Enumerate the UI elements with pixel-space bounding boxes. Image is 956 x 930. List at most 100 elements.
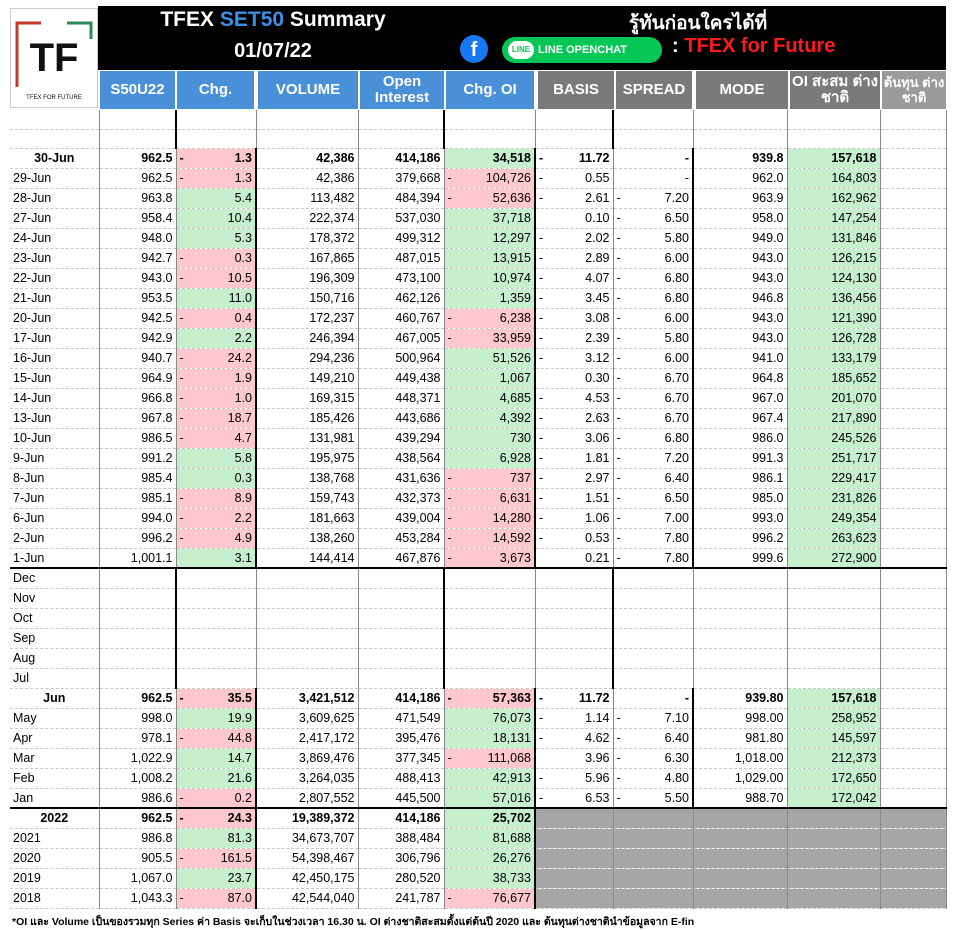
volume-cell: 2,417,172	[255, 728, 359, 749]
table-row: Sep	[10, 628, 947, 649]
volume-cell: 2,807,552	[255, 788, 359, 809]
empty-cell	[612, 608, 694, 629]
page-title: TFEX SET50 Summary	[160, 8, 386, 31]
table-row: 2022 962.5-24.3 19,389,372 414,186 25,702	[10, 807, 947, 829]
chg-oi-cell: -6,238	[444, 308, 536, 329]
table-row: 2019 1,067.0 23.7 42,450,175 280,520 38,733	[10, 868, 947, 889]
basis-cell: -1.14	[534, 708, 614, 729]
row-date: 2019	[10, 868, 100, 889]
volume-cell: 113,482	[255, 188, 359, 209]
basis-cell: -1.51	[534, 488, 614, 509]
row-date: Feb	[10, 768, 100, 789]
foreign-oi-cell: 251,717	[787, 448, 881, 469]
line-openchat-button[interactable]: LINE LINE OPENCHAT	[502, 37, 662, 63]
empty-cell	[693, 628, 788, 649]
volume-cell: 178,372	[255, 228, 359, 249]
mode-cell: 941.0	[692, 348, 788, 369]
change-cell: -161.5	[176, 848, 257, 869]
basis-cell: -3.08	[534, 308, 614, 329]
change-cell: -8.9	[176, 488, 257, 509]
chg-oi-cell: -6,631	[444, 488, 536, 509]
foreign-oi-cell: 126,728	[787, 328, 881, 349]
price-cell: 962.5	[99, 168, 177, 189]
empty-cell	[535, 110, 614, 130]
mode-cell: 949.0	[692, 228, 788, 249]
logo-text: TF	[30, 36, 79, 80]
empty-cell	[256, 648, 359, 669]
spread-cell: -6.30	[613, 748, 694, 769]
table-row: Oct	[10, 608, 947, 629]
row-date: 17-Jun	[10, 328, 100, 349]
empty-cell	[358, 668, 445, 689]
foreign-cost-cell	[880, 248, 947, 269]
row-date: 13-Jun	[10, 408, 100, 429]
empty-cell	[613, 888, 694, 909]
chg-oi-cell: -14,280	[444, 508, 536, 529]
empty-cell	[535, 628, 614, 649]
mode-cell: 986.1	[692, 468, 788, 489]
change-cell: -24.2	[176, 348, 257, 369]
empty-cell	[534, 848, 614, 869]
price-cell: 1,008.2	[99, 768, 177, 789]
chg-oi-cell: 18,131	[444, 728, 536, 749]
volume-cell: 195,975	[255, 448, 359, 469]
chg-oi-cell: 13,915	[444, 248, 536, 269]
chg-oi-cell: 34,518	[444, 148, 536, 169]
channel-name: : TFEX for Future	[672, 35, 836, 57]
oi-cell: 471,549	[358, 708, 445, 729]
empty-cell	[256, 567, 359, 589]
price-cell: 986.8	[99, 828, 177, 849]
empty-cell	[787, 888, 881, 909]
empty-cell	[256, 110, 359, 130]
mode-cell: 967.0	[692, 388, 788, 409]
table-row: May 998.0 19.9 3,609,625 471,549 76,073-1.14-…	[10, 708, 947, 729]
table-row	[10, 129, 947, 149]
row-date: 27-Jun	[10, 208, 100, 229]
col-header-chg-oi: Chg. OI	[446, 71, 534, 109]
empty-cell	[535, 567, 614, 589]
volume-cell: 3,421,512	[255, 688, 359, 709]
empty-cell	[880, 588, 947, 609]
empty-cell	[612, 628, 694, 649]
volume-cell: 246,394	[255, 328, 359, 349]
price-cell: 953.5	[99, 288, 177, 309]
col-header-foreign-oi: OI สะสม ต่างชาติ	[790, 71, 880, 109]
row-date: 22-Jun	[10, 268, 100, 289]
basis-cell: -0.53	[534, 528, 614, 549]
chg-oi-cell: -104,726	[444, 168, 536, 189]
table-row: 21-Jun 953.5 11.0 150,716 462,126 1,359-3.45-…	[10, 288, 947, 309]
empty-cell	[880, 868, 947, 889]
oi-cell: 439,004	[358, 508, 445, 529]
change-cell: -0.2	[176, 788, 257, 809]
table-row: 10-Jun 986.5-4.7 131,981 439,294 730-3.06-6.…	[10, 428, 947, 449]
row-label: Aug	[10, 648, 100, 669]
basis-cell: 0.10	[534, 208, 614, 229]
oi-cell: 377,345	[358, 748, 445, 769]
empty-cell	[256, 628, 359, 649]
volume-cell: 196,309	[255, 268, 359, 289]
table-row: 30-Jun 962.5-1.3 42,386 414,186 34,518-11.72…	[10, 148, 947, 169]
empty-cell	[787, 588, 881, 609]
table-row: 17-Jun 942.9 2.2 246,394 467,005-33,959-2.39…	[10, 328, 947, 349]
empty-cell	[358, 608, 445, 629]
table-row: 15-Jun 964.9-1.9 149,210 449,438 1,067 0.30-6…	[10, 368, 947, 389]
volume-cell: 54,398,467	[255, 848, 359, 869]
change-cell: -1.9	[176, 368, 257, 389]
facebook-icon[interactable]: f	[460, 35, 488, 63]
row-date: 16-Jun	[10, 348, 100, 369]
empty-cell	[535, 588, 614, 609]
empty-cell	[175, 608, 257, 629]
foreign-cost-cell	[880, 708, 947, 729]
change-cell: -10.5	[176, 268, 257, 289]
chg-oi-cell: -737	[444, 468, 536, 489]
tfex-logo: TF TFEX FOR FUTURE	[10, 8, 98, 108]
table-row: Nov	[10, 588, 947, 609]
col-header-volume: VOLUME	[258, 71, 358, 109]
row-date: 28-Jun	[10, 188, 100, 209]
foreign-cost-cell	[880, 228, 947, 249]
foreign-oi-cell: 157,618	[787, 688, 881, 709]
table-row: Apr 978.1-44.8 2,417,172 395,476 18,131-4.62…	[10, 728, 947, 749]
empty-cell	[99, 129, 177, 149]
volume-cell: 181,663	[255, 508, 359, 529]
table-row: 2018 1,043.3-87.0 42,544,040 241,787-76,677	[10, 888, 947, 909]
